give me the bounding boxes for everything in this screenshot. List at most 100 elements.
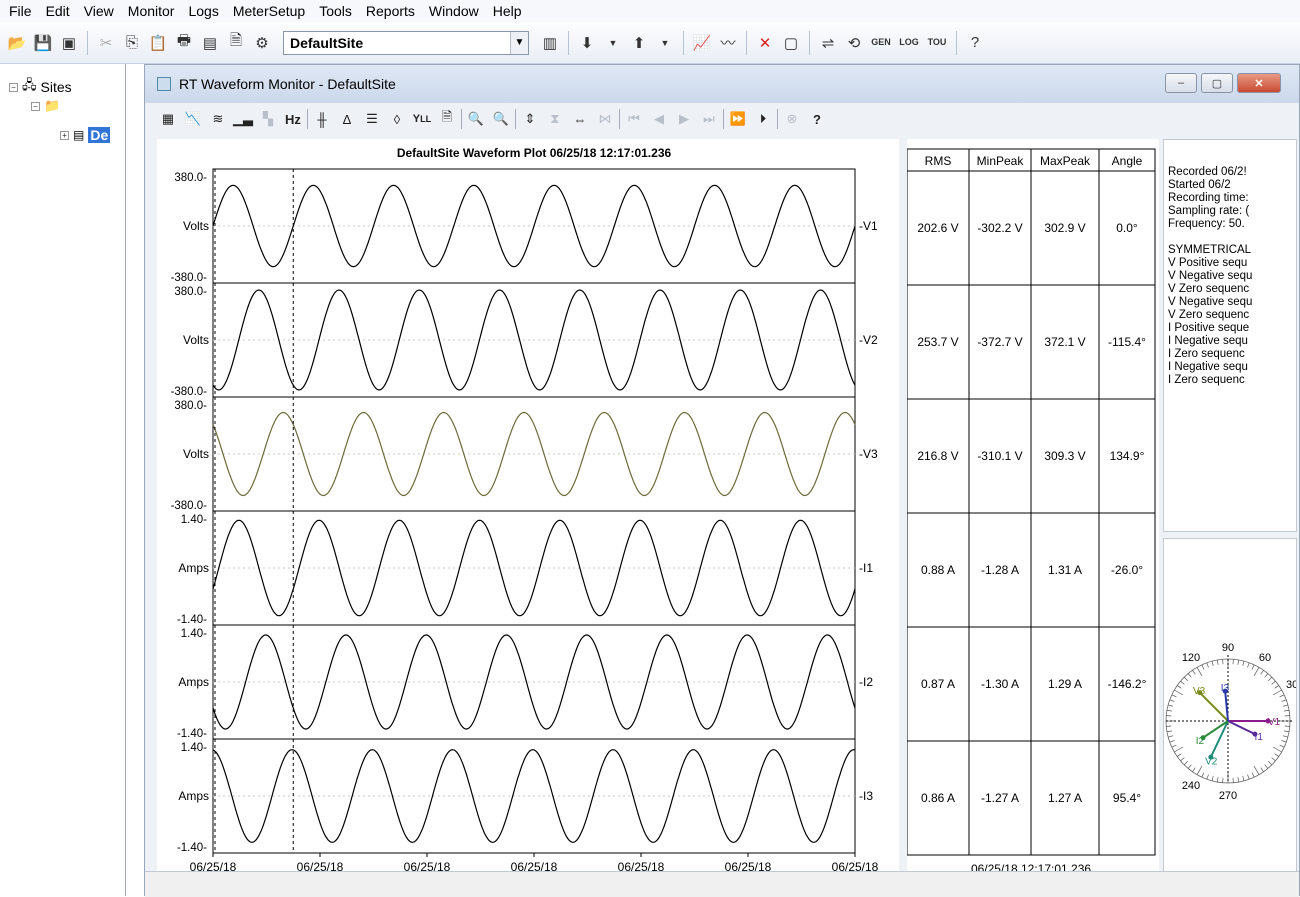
list-icon[interactable]: ☰ [361, 108, 383, 130]
fast-forward-icon[interactable]: ⏩ [727, 108, 749, 130]
stop-icon[interactable]: ⊗ [781, 108, 803, 130]
tree-item-sites[interactable]: − 🖧 Sites [9, 76, 72, 98]
download-icon[interactable]: ⬇ [576, 32, 598, 54]
properties-icon[interactable]: 🗎 [436, 108, 458, 130]
delete-icon[interactable]: ✕ [754, 32, 776, 54]
print-icon[interactable]: 🖶 [173, 32, 195, 54]
shrink-vertical-icon[interactable]: ⧗ [544, 108, 566, 130]
waveform-plot[interactable]: DefaultSite Waveform Plot 06/25/18 12:17… [157, 139, 899, 889]
next-icon[interactable]: ▶ [673, 108, 695, 130]
paste-icon[interactable]: 📋 [147, 32, 169, 54]
waveform-icon[interactable]: 〰 [717, 32, 739, 54]
properties-icon[interactable]: 🗎 [225, 32, 247, 54]
phasor-tick [1261, 670, 1264, 674]
y-tick-max: 1.40- [181, 514, 207, 526]
gen-log-button[interactable]: GEN [869, 38, 893, 47]
phasor-angle-label: 60 [1259, 652, 1271, 664]
splitter[interactable] [126, 64, 144, 896]
menu-logs[interactable]: Logs [181, 0, 225, 22]
waveform-chart[interactable]: DefaultSite Waveform Plot 06/25/18 12:17… [157, 139, 899, 889]
close-button[interactable]: ✕ [1237, 73, 1281, 93]
delta-icon[interactable]: Δ [336, 108, 358, 130]
phasor-tick [1243, 661, 1244, 666]
dropdown-arrow-icon[interactable]: ▼ [602, 32, 624, 54]
upload-icon[interactable]: ⬆ [628, 32, 650, 54]
open-folder-icon[interactable]: 📂 [6, 32, 28, 54]
expand-icon[interactable]: + [60, 131, 69, 140]
bar-chart-icon[interactable]: ▁▃ [232, 108, 254, 130]
collapse-icon[interactable]: − [31, 102, 40, 111]
help-button[interactable]: ? [964, 32, 986, 54]
marker-icon[interactable]: ◊ [386, 108, 408, 130]
multi-line-icon[interactable]: ≋ [207, 108, 229, 130]
series-label-v2: -V2 [859, 333, 878, 347]
menu-metersetup[interactable]: MeterSetup [226, 0, 312, 22]
menu-window[interactable]: Window [422, 0, 486, 22]
sync-icon[interactable]: ⇌ [817, 32, 839, 54]
panel-icon[interactable]: ▤ [199, 32, 221, 54]
tree-item-folder[interactable]: − 📁 [31, 98, 60, 114]
previous-icon[interactable]: ◀ [648, 108, 670, 130]
table-header: Angle [1112, 154, 1143, 168]
minimize-button[interactable]: – [1165, 73, 1197, 93]
info-line: V Negative sequ [1164, 270, 1296, 283]
phasor-tick [1212, 661, 1213, 666]
line-plot-icon[interactable]: 📉 [182, 108, 204, 130]
phasor-tick [1282, 740, 1287, 742]
reset-icon[interactable]: ⟲ [843, 32, 865, 54]
table-cell: 372.1 V [1044, 335, 1085, 349]
zoom-out-icon[interactable]: 🔍 [490, 108, 512, 130]
cut-icon[interactable]: ✂ [95, 32, 117, 54]
collapse-icon[interactable]: − [9, 83, 18, 92]
columns-icon[interactable]: ▥ [539, 32, 561, 54]
log-button[interactable]: LOG [897, 38, 921, 47]
phasor-tick [1272, 758, 1276, 761]
menu-view[interactable]: View [77, 0, 121, 22]
chart-icon[interactable]: 📈 [691, 32, 713, 54]
info-line: Recorded 06/2! [1164, 166, 1296, 179]
window-icon[interactable]: ▢ [780, 32, 802, 54]
table-cell: -1.30 A [981, 677, 1019, 691]
window-title-bar[interactable]: RT Waveform Monitor - DefaultSite [145, 65, 1299, 103]
first-icon[interactable]: ⏮ [623, 108, 645, 130]
cursor-icon[interactable]: ╫ [311, 108, 333, 130]
site-select[interactable]: DefaultSite ▼ [283, 31, 529, 55]
tou-log-button[interactable]: TOU [925, 38, 949, 47]
save-icon[interactable]: 💾 [32, 32, 54, 54]
menu-reports[interactable]: Reports [359, 0, 422, 22]
phasor-tick [1184, 677, 1188, 681]
status-bar [145, 871, 1299, 897]
save-all-icon[interactable]: ▣ [58, 32, 80, 54]
hz-button[interactable]: Hz [282, 108, 304, 130]
menu-tools[interactable]: Tools [312, 0, 359, 22]
series-label-i2: -I2 [859, 675, 873, 689]
play-icon[interactable]: ⏵ [752, 108, 774, 130]
harmonics-icon[interactable]: ▚ [257, 108, 279, 130]
help-button[interactable]: ? [806, 108, 828, 130]
dropdown-arrow-icon[interactable]: ▼ [654, 32, 676, 54]
phasor-tick [1252, 773, 1254, 778]
chevron-down-icon[interactable]: ▼ [510, 32, 528, 54]
toolbar-separator [307, 109, 308, 129]
expand-vertical-icon[interactable]: ⇕ [519, 108, 541, 130]
y-tick-min: -380.0- [171, 272, 208, 284]
last-icon[interactable]: ⏭ [698, 108, 720, 130]
toolbar-separator [683, 31, 684, 55]
menu-edit[interactable]: Edit [39, 0, 77, 22]
menu-monitor[interactable]: Monitor [121, 0, 182, 22]
zoom-in-icon[interactable]: 🔍 [465, 108, 487, 130]
expand-horizontal-icon[interactable]: ⇔ [569, 108, 591, 130]
info-line: I Zero sequenc [1164, 348, 1296, 361]
connect-icon[interactable]: ⚙ [251, 32, 273, 54]
menu-help[interactable]: Help [486, 0, 529, 22]
copy-icon[interactable]: ⎘ [121, 32, 143, 54]
phasor-tick [1254, 766, 1259, 775]
restore-button[interactable]: ▢ [1201, 73, 1233, 93]
info-line: V Zero sequenc [1164, 283, 1296, 296]
shrink-horizontal-icon[interactable]: ⋈ [594, 108, 616, 130]
tree-item-device[interactable]: + ▤ De [60, 127, 110, 143]
menu-file[interactable]: File [2, 0, 39, 22]
grid-icon[interactable]: ▦ [157, 108, 179, 130]
